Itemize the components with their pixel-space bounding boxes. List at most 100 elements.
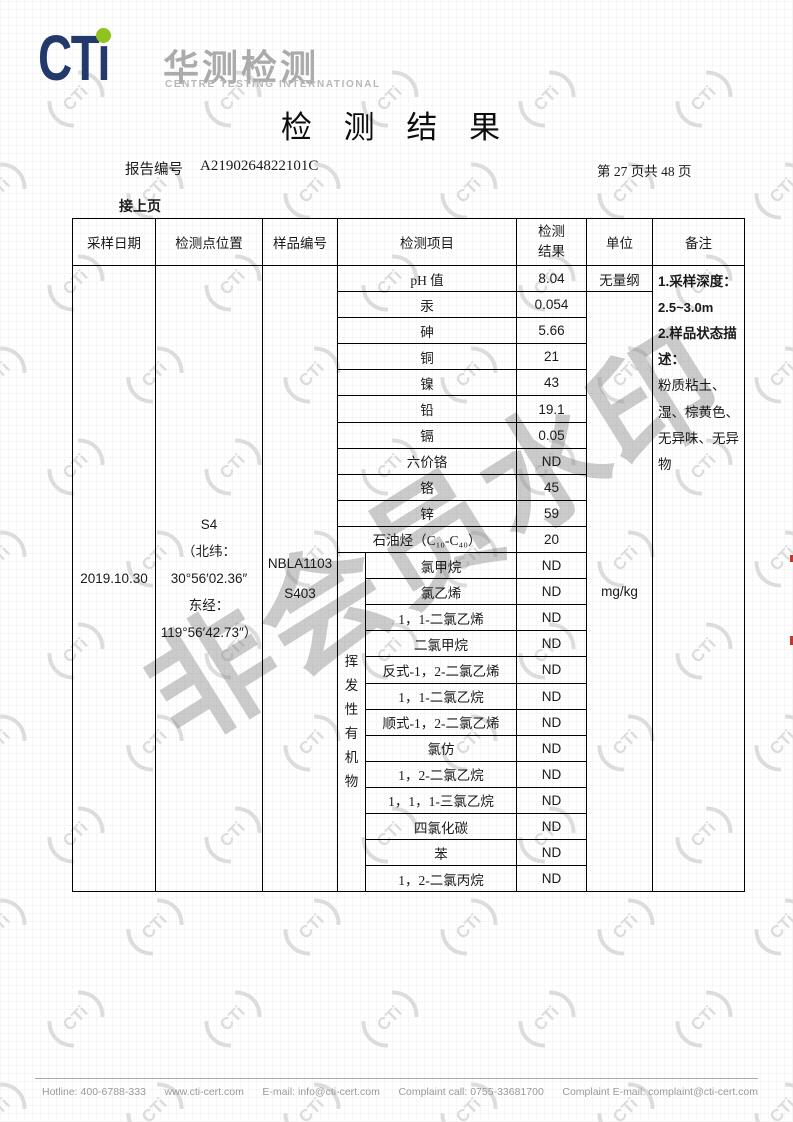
table-row: 反式-1，2-二氯乙烯 ND <box>73 656 745 684</box>
test-result: 45 <box>516 473 587 501</box>
remark-sampling-depth-label: 1.采样深度： <box>658 274 737 289</box>
cti-watermark-circle-text: CTi <box>609 1094 642 1122</box>
test-result: ND <box>516 708 587 736</box>
cti-logo-green-dot-icon <box>96 28 111 43</box>
location-line: 119°56′42.73″） <box>160 625 258 641</box>
table-row: 二氯甲烷 ND <box>73 630 745 658</box>
cti-watermark-circle-icon: CTi <box>0 1070 39 1122</box>
cti-watermark-circle-icon: CTi <box>742 518 793 600</box>
test-item: 1，2-二氯乙烷 <box>365 760 517 788</box>
cti-watermark-circle-icon: CTi <box>192 978 274 1060</box>
test-result: ND <box>516 447 587 475</box>
table-header-row: 采样日期 检测点位置 样品编号 检测项目 检测 结果 单位 备注 <box>72 218 745 266</box>
table-row: 氯乙烯 ND <box>73 578 745 606</box>
cti-watermark-circle-text: CTi <box>138 910 171 943</box>
test-result: 19.1 <box>516 395 587 423</box>
cti-watermark-circle-icon: CTi <box>349 978 431 1060</box>
cti-watermark-circle-icon: CTi <box>35 978 117 1060</box>
footer-website: www.cti-cert.com <box>164 1086 244 1098</box>
voc-group-label: 挥发性有机物 <box>337 552 366 893</box>
cti-watermark-circle-text: CTi <box>687 1002 720 1035</box>
cti-logo: CTi 华测检测 CENTRE TESTING INTERNATIONAL <box>38 26 379 96</box>
unit-mg-kg-cell: mg/kg <box>586 291 653 893</box>
table-row: 铜 21 <box>73 343 745 371</box>
test-item: 反式-1，2-二氯乙烯 <box>365 656 517 684</box>
sample-number-line: S403 <box>284 585 316 601</box>
test-result: 43 <box>516 369 587 397</box>
cti-watermark-circle-icon: CTi <box>0 886 39 968</box>
test-item: 氯仿 <box>365 734 517 762</box>
test-point-location-cell: S4 （北纬： 30°56′02.36″ 东经： 119°56′42.73″） <box>155 264 263 893</box>
cti-watermark-circle-icon: CTi <box>271 886 353 968</box>
cti-watermark-circle-text: CTi <box>59 1002 92 1035</box>
cti-watermark-circle-text: CTi <box>0 726 14 759</box>
test-item: 苯 <box>365 839 517 867</box>
cti-watermark-circle-text: CTi <box>766 542 793 575</box>
table-row: 铅 19.1 <box>73 395 745 423</box>
results-table: 采样日期 检测点位置 样品编号 检测项目 检测 结果 单位 备注 2019.10… <box>72 218 745 893</box>
cti-watermark-circle-icon: CTi <box>0 334 39 416</box>
continued-from-previous-label: 接上页 <box>119 200 161 215</box>
test-item: 氯甲烷 <box>365 552 517 580</box>
footer: Hotline: 400-6788-333 www.cti-cert.com E… <box>42 1086 758 1098</box>
test-item: 镍 <box>337 369 517 397</box>
sample-number-line: NBLA1103 <box>267 555 333 571</box>
test-item: 1，1-二氯乙烯 <box>365 604 517 632</box>
report-number: A2190264822101C <box>200 158 319 174</box>
table-row: 氯仿 ND <box>73 734 745 762</box>
test-result: ND <box>516 839 587 867</box>
test-result: ND <box>516 812 587 841</box>
cti-watermark-circle-text: CTi <box>530 1002 563 1035</box>
table-row: 1，1，1-三氯乙烷 ND <box>73 786 745 814</box>
cti-watermark-circle-text: CTi <box>0 542 14 575</box>
cti-watermark-circle-text: CTi <box>766 358 793 391</box>
report-number-label: 报告编号 <box>125 162 183 178</box>
test-result: ND <box>516 604 587 632</box>
table-row: 铬 45 <box>73 473 745 501</box>
footer-complaint-email: Complaint E-mail: complaint@cti-cert.com <box>562 1086 758 1098</box>
test-result: ND <box>516 760 587 788</box>
page-title: 检 测 结 果 <box>280 110 513 145</box>
sampling-date-cell: 2019.10.30 <box>72 264 156 893</box>
cti-watermark-circle-text: CTi <box>452 174 485 207</box>
test-result: ND <box>516 734 587 762</box>
table-row: 1，2-二氯丙烷 ND <box>73 865 745 893</box>
test-result: 0.054 <box>516 291 587 319</box>
test-item: 二氯甲烷 <box>365 630 517 658</box>
test-item: 汞 <box>337 291 517 319</box>
test-result: ND <box>516 656 587 684</box>
table-row: 1，1-二氯乙烯 ND <box>73 604 745 632</box>
cti-watermark-circle-text: CTi <box>0 174 14 207</box>
cti-watermark-circle-text: CTi <box>0 1094 14 1122</box>
cti-watermark-circle-icon: CTi <box>428 886 510 968</box>
table-row: 2019.10.30 S4 （北纬： 30°56′02.36″ 东经： 119°… <box>72 264 745 893</box>
test-item: 砷 <box>337 317 517 345</box>
test-item: 锌 <box>337 499 517 527</box>
remark-sample-state-value: 粉质粘土、湿、棕黄色、无异味、无异物 <box>658 378 739 473</box>
test-result: 21 <box>516 343 587 371</box>
table-row: 石油烃（C₁₀-C₄₀） 20 <box>73 525 745 554</box>
test-result: ND <box>516 682 587 710</box>
test-result: 5.66 <box>516 317 587 345</box>
header-test-item: 检测项目 <box>337 218 517 266</box>
cti-watermark-circle-text: CTi <box>138 1094 171 1122</box>
test-item: 1，2-二氯丙烷 <box>365 865 517 893</box>
cti-watermark-circle-text: CTi <box>373 1002 406 1035</box>
footer-hotline: Hotline: 400-6788-333 <box>42 1086 146 1098</box>
cti-logo-chinese: 华测检测 <box>163 47 320 88</box>
cti-watermark-circle-text: CTi <box>766 174 793 207</box>
cti-watermark-circle-icon: CTi <box>742 886 793 968</box>
test-result: ND <box>516 786 587 814</box>
table-row: 顺式-1，2-二氯乙烯 ND <box>73 708 745 736</box>
location-line: 东经： <box>188 598 230 614</box>
cti-watermark-circle-text: CTi <box>766 1094 793 1122</box>
cti-watermark-circle-icon: CTi <box>0 702 39 784</box>
test-item: 1，1，1-三氯乙烷 <box>365 786 517 814</box>
test-item: 六价铬 <box>337 447 517 475</box>
remark-sample-state-label: 2.样品状态描述： <box>658 325 737 367</box>
test-result: ND <box>516 630 587 658</box>
table-row: 1，2-二氯乙烷 ND <box>73 760 745 788</box>
test-item: 氯乙烯 <box>365 578 517 606</box>
cti-watermark-circle-text: CTi <box>295 174 328 207</box>
